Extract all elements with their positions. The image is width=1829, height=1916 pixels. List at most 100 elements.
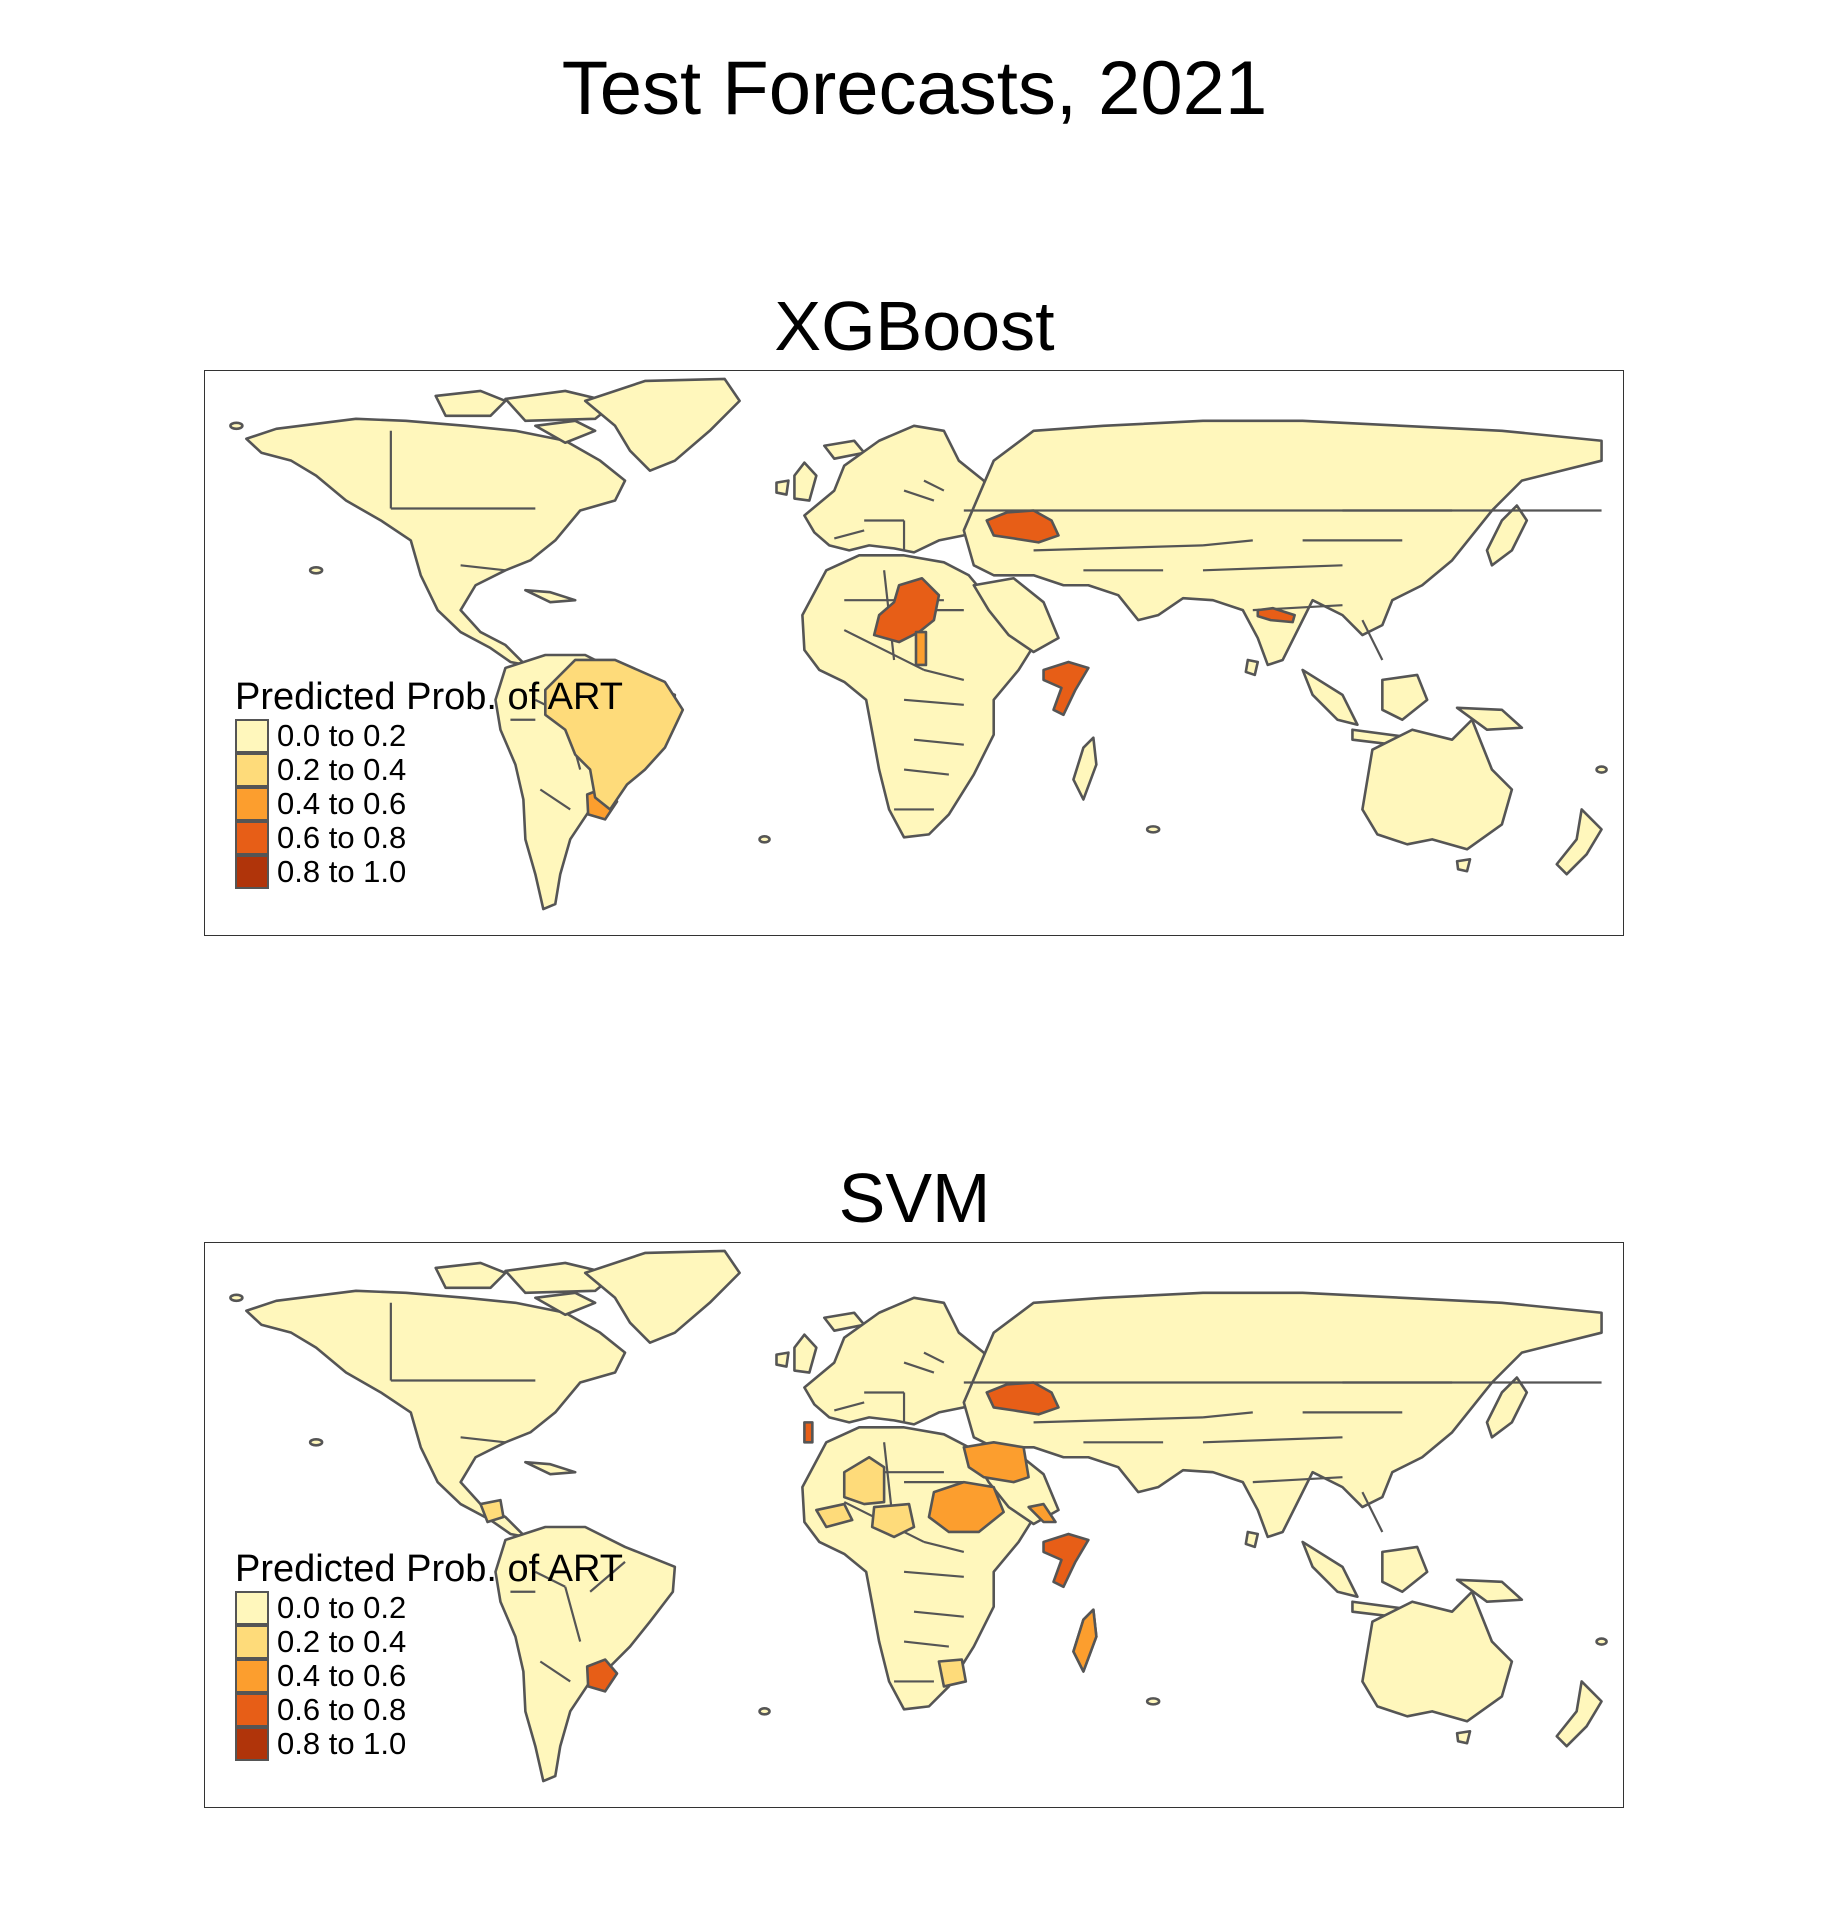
legend-label: 0.4 to 0.6 [277,1658,407,1693]
small-island [308,1438,324,1447]
legend-swatch [235,1727,269,1761]
region-ukraine [985,509,1060,544]
country-border [1361,1491,1384,1533]
legend-label: 0.6 to 0.8 [277,1692,407,1727]
legend-title: Predicted Prob. of ART [235,1548,623,1590]
region-lesotho [937,1658,968,1688]
world-map-xgboost [229,377,1608,911]
sumatra [1301,1540,1359,1599]
region-paraguay [585,1658,619,1693]
madagascar [1072,736,1098,801]
arctic-island-1 [434,389,507,418]
north-america [245,417,627,667]
legend-xgboost: Predicted Prob. of ART 0.0 to 0.2 0.2 to… [235,675,623,889]
new-guinea [1455,706,1524,732]
country-border [903,1361,935,1374]
region-burkina-faso [870,1502,916,1539]
country-border [1033,544,1204,552]
legend-title: Predicted Prob. of ART [235,676,623,718]
new-zealand [1555,1680,1603,1748]
small-island [758,1707,771,1716]
greenland [583,377,741,472]
legend-swatch [235,787,269,821]
legend-item: 0.2 to 0.4 [235,1625,623,1659]
legend-swatch [235,1625,269,1659]
country-border [534,1570,566,1588]
country-border [834,1401,865,1412]
small-island [229,421,244,431]
legend-swatch [235,1693,269,1727]
country-border [903,1640,949,1648]
country-border [903,768,949,776]
legend-item: 0.6 to 0.8 [235,1693,623,1727]
legend-label: 0.0 to 0.2 [277,1590,407,1625]
legend-swatch [235,719,269,753]
australia [1361,718,1514,851]
country-border [923,1540,965,1553]
borneo [1381,673,1429,722]
north-america [245,1289,627,1539]
region-niger [927,1480,1005,1534]
small-island [1595,765,1608,774]
legend-item: 0.8 to 1.0 [235,855,623,889]
region-nicaragua [479,1498,505,1524]
cuba [524,1460,577,1476]
legend-item: 0.0 to 0.2 [235,1591,623,1625]
region-portugal [803,1421,814,1444]
country-border [923,1351,945,1364]
legend-swatch [235,753,269,787]
legend-item: 0.0 to 0.2 [235,719,623,753]
legend-label: 0.6 to 0.8 [277,820,407,855]
region-madagascar [1072,1608,1098,1673]
region-mauritania [842,1455,886,1506]
map-panel-svm: Predicted Prob. of ART 0.0 to 0.2 0.2 to… [204,1242,1624,1808]
small-island [1145,1697,1161,1706]
country-border [589,1561,626,1593]
country-border [539,1660,571,1683]
britain [793,1333,818,1374]
country-border [903,698,964,706]
country-border [564,1586,582,1642]
legend-label: 0.4 to 0.6 [277,786,407,821]
africa [801,554,1040,839]
country-border [1202,1411,1253,1419]
arctic-island-3 [534,1291,597,1317]
country-border [843,629,925,671]
country-border [460,564,506,572]
region-ghana [914,630,928,667]
legend-label: 0.2 to 0.4 [277,752,407,787]
new-guinea [1455,1578,1524,1604]
ireland [775,1351,790,1368]
country-border [1202,539,1253,547]
country-border [834,529,865,540]
small-island [308,566,324,575]
ireland [775,479,790,496]
panel-title-svm: SVM [838,1159,991,1237]
region-mali [872,576,941,644]
country-border [913,1610,964,1618]
legend-label: 0.8 to 1.0 [277,1726,407,1761]
legend-item: 0.4 to 0.6 [235,787,623,821]
sri-lanka [1244,1530,1260,1549]
small-island [1145,825,1161,834]
country-border [923,668,965,681]
legend-svm: Predicted Prob. of ART 0.0 to 0.2 0.2 to… [235,1547,623,1761]
asia [962,1291,1603,1539]
tasmania [1455,857,1472,873]
panel-title-xgboost: XGBoost [774,287,1055,365]
legend-swatch [235,855,269,889]
legend-swatch [235,821,269,855]
legend-label: 0.8 to 1.0 [277,854,407,889]
japan [1485,504,1529,567]
region-senegal [815,1502,854,1529]
country-border [460,1436,506,1444]
arabia [972,576,1060,654]
arctic-island-3 [534,419,597,445]
country-border [923,479,945,492]
new-zealand [1555,808,1603,876]
map-panel-xgboost: Predicted Prob. of ART 0.0 to 0.2 0.2 to… [204,370,1624,936]
legend-item: 0.8 to 1.0 [235,1727,623,1761]
sri-lanka [1244,658,1260,677]
country-border [1252,1476,1343,1484]
region-somalia [1042,660,1090,717]
